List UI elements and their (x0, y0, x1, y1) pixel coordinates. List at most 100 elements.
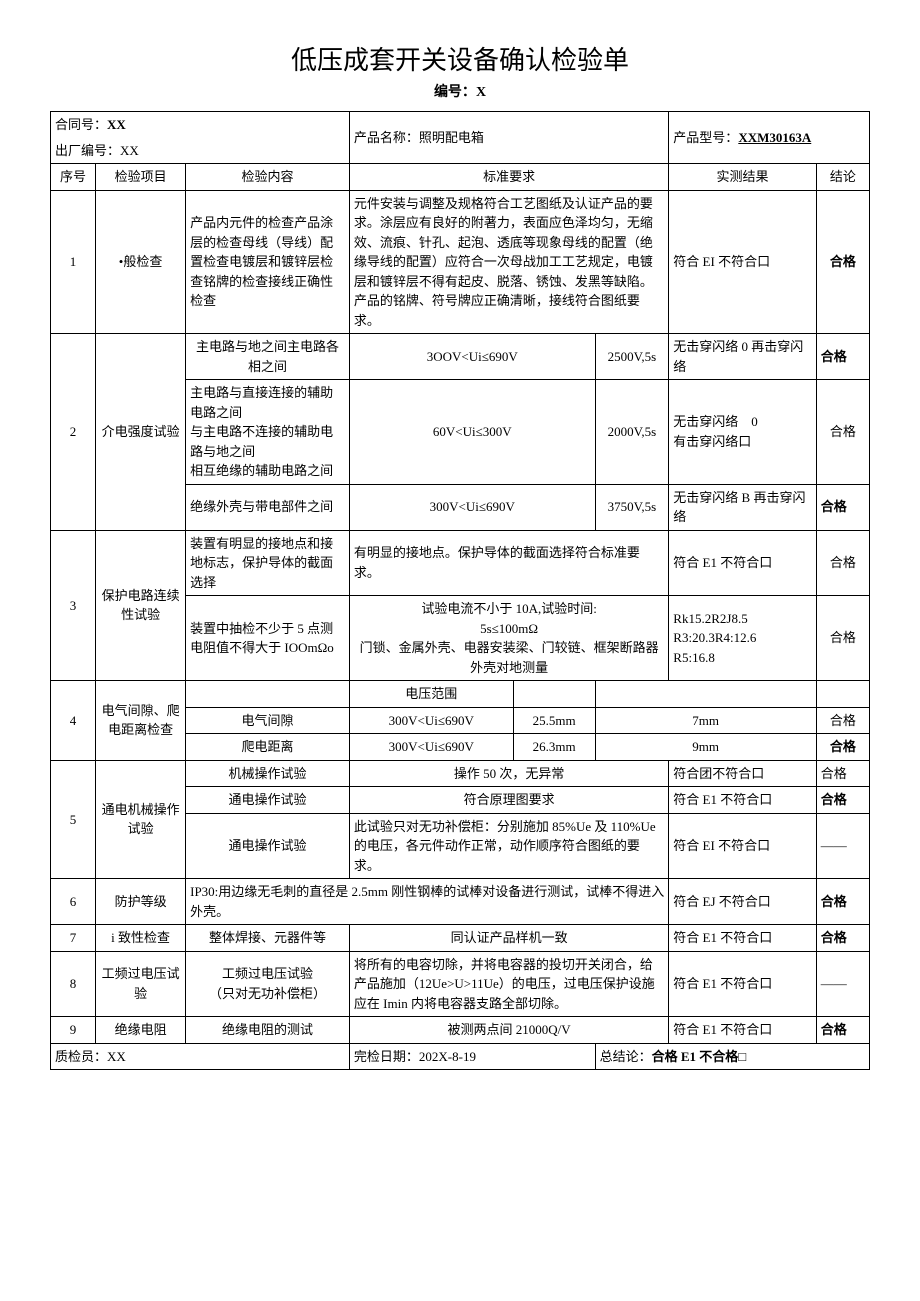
r7-standard: 同认证产品样机一致 (349, 925, 668, 952)
date-label: 完检日期： (354, 1049, 419, 1064)
r4h-v1 (513, 681, 595, 708)
doc-number: 编号：X (50, 81, 870, 101)
r4b-v1: 26.3mm (513, 734, 595, 761)
r9-result: 符合 E1 不符合口 (669, 1017, 816, 1044)
r3a-conclusion: 合格 (816, 530, 869, 596)
r2a-conclusion: 合格 (816, 334, 869, 380)
factory-label: 出厂编号： (55, 143, 120, 158)
r2b-standard: 60V<Ui≤300V (349, 380, 595, 485)
r2a-result: 无击穿闪络 0 再击穿闪络 (669, 334, 816, 380)
r2b-result: 无击穿闪络 0 有击穿闪络口 (669, 380, 816, 485)
col-item: 检验项目 (96, 164, 186, 191)
r5b-standard: 符合原理图要求 (349, 787, 668, 814)
row-2a: 2 介电强度试验 主电路与地之间主电路各相之间 3OOV<Ui≤690V 250… (51, 334, 870, 380)
col-standard: 标准要求 (349, 164, 668, 191)
r2-seq: 2 (51, 334, 96, 531)
r5c-content: 通电操作试验 (186, 813, 350, 879)
r4b-conclusion: 合格 (816, 734, 869, 761)
r8-item: 工频过电压试验 (96, 951, 186, 1017)
r9-seq: 9 (51, 1017, 96, 1044)
r9-content: 绝缘电阻的测试 (186, 1017, 350, 1044)
r9-conclusion: 合格 (816, 1017, 869, 1044)
r1-conclusion: 合格 (816, 190, 869, 334)
r2a-standard: 3OOV<Ui≤690V (349, 334, 595, 380)
r5c-result: 符合 EI 不符合口 (669, 813, 816, 879)
r3b-standard: 试验电流不小于 10A,试验时间: 5s≤100mΩ 门锁、金属外壳、电器安装梁… (349, 596, 668, 681)
docnum-value: X (476, 85, 486, 100)
r1-seq: 1 (51, 190, 96, 334)
col-conclusion: 结论 (816, 164, 869, 191)
product-name-value: 照明配电箱 (419, 130, 484, 145)
row-4head: 4 电气间隙、爬电距离检查 电压范围 (51, 681, 870, 708)
r9-standard: 被测两点间 21000Q/V (349, 1017, 668, 1044)
r2c-result: 无击穿闪络 B 再击穿闪络 (669, 484, 816, 530)
inspector-value: XX (107, 1049, 126, 1064)
r4h-v2 (595, 681, 816, 708)
r5a-standard: 操作 50 次，无异常 (349, 760, 668, 787)
r2b-conclusion: 合格 (816, 380, 869, 485)
r4-seq: 4 (51, 681, 96, 761)
column-header-row: 序号 检验项目 检验内容 标准要求 实测结果 结论 (51, 164, 870, 191)
r7-content: 整体焊接、元器件等 (186, 925, 350, 952)
contract-value: XX (107, 117, 126, 132)
r7-result: 符合 E1 不符合口 (669, 925, 816, 952)
r3a-content: 装置有明显的接地点和接地标志，保护导体的截面选择 (186, 530, 350, 596)
inspection-table: 合同号：XX 产品名称：照明配电箱 产品型号：XXM30163A 出厂编号：XX… (50, 111, 870, 1070)
factory-value: XX (120, 143, 139, 158)
r4h-standard: 电压范围 (349, 681, 513, 708)
r2c-cond: 3750V,5s (595, 484, 669, 530)
r1-result: 符合 EI 不符合口 (669, 190, 816, 334)
r7-conclusion: 合格 (816, 925, 869, 952)
r2a-content: 主电路与地之间主电路各相之间 (186, 334, 350, 380)
r2c-standard: 300V<Ui≤690V (349, 484, 595, 530)
r4h-conclusion (816, 681, 869, 708)
r3-item: 保护电路连续性试验 (96, 530, 186, 681)
header-row-1: 合同号：XX 产品名称：照明配电箱 产品型号：XXM30163A (51, 112, 870, 138)
r8-content: 工频过电压试验 （只对无功补偿柜） (186, 951, 350, 1017)
r5a-conclusion: 合格 (816, 760, 869, 787)
col-result: 实测结果 (669, 164, 816, 191)
r4a-standard: 300V<Ui≤690V (349, 707, 513, 734)
r2c-conclusion: 合格 (816, 484, 869, 530)
row-6: 6 防护等级 IP30:用边缘无毛刺的直径是 2.5mm 刚性钢棒的试棒对设备进… (51, 879, 870, 925)
summary-value: 合格 E1 不合格□ (652, 1049, 747, 1064)
product-model-label: 产品型号： (673, 130, 738, 145)
r4a-conclusion: 合格 (816, 707, 869, 734)
r6-item: 防护等级 (96, 879, 186, 925)
r3a-standard: 有明显的接地点。保护导体的截面选择符合标准要求。 (349, 530, 668, 596)
r4b-standard: 300V<Ui≤690V (349, 734, 513, 761)
row-3a: 3 保护电路连续性试验 装置有明显的接地点和接地标志，保护导体的截面选择 有明显… (51, 530, 870, 596)
r4h-content (186, 681, 350, 708)
inspector-label: 质检员： (55, 1049, 107, 1064)
r4a-v1: 25.5mm (513, 707, 595, 734)
contract-label: 合同号： (55, 117, 107, 132)
r1-standard: 元件安装与调整及规格符合工艺图纸及认证产品的要求。涂层应有良好的附著力，表面应色… (349, 190, 668, 334)
date-value: 202X-8-19 (419, 1049, 476, 1064)
r6-result: 符合 EJ 不符合口 (669, 879, 816, 925)
r3b-conclusion: 合格 (816, 596, 869, 681)
r2b-cond: 2000V,5s (595, 380, 669, 485)
row-5a: 5 通电机械操作试验 机械操作试验 操作 50 次，无异常 符合团不符合口 合格 (51, 760, 870, 787)
r3-seq: 3 (51, 530, 96, 681)
row-1: 1 •般检查 产品内元件的检查产品涂层的检查母线（导线）配置检查电镀层和镀锌层检… (51, 190, 870, 334)
r7-item: i 致性检查 (96, 925, 186, 952)
r5c-standard: 此试验只对无功补偿柜：分别施加 85%Ue 及 110%Ue 的电压，各元件动作… (349, 813, 668, 879)
product-name-label: 产品名称： (354, 130, 419, 145)
r4b-v2: 9mm (595, 734, 816, 761)
row-9: 9 绝缘电阻 绝缘电阻的测试 被测两点间 21000Q/V 符合 E1 不符合口… (51, 1017, 870, 1044)
r2a-cond: 2500V,5s (595, 334, 669, 380)
r8-result: 符合 E1 不符合口 (669, 951, 816, 1017)
r2b-content: 主电路与直接连接的辅助电路之间 与主电路不连接的辅助电路与地之间 相互绝缘的辅助… (186, 380, 350, 485)
r7-seq: 7 (51, 925, 96, 952)
summary-label: 总结论： (600, 1049, 652, 1064)
r8-standard: 将所有的电容切除，并将电容器的投切开关闭合，给产品施加（12Ue>U>11Ue）… (349, 951, 668, 1017)
r4a-content: 电气间隙 (186, 707, 350, 734)
row-7: 7 i 致性检查 整体焊接、元器件等 同认证产品样机一致 符合 E1 不符合口 … (51, 925, 870, 952)
r6-seq: 6 (51, 879, 96, 925)
r6-conclusion: 合格 (816, 879, 869, 925)
r3a-result: 符合 E1 不符合口 (669, 530, 816, 596)
r6-content: IP30:用边缘无毛刺的直径是 2.5mm 刚性钢棒的试棒对设备进行测试，试棒不… (186, 879, 669, 925)
r5-seq: 5 (51, 760, 96, 879)
col-seq: 序号 (51, 164, 96, 191)
r5b-content: 通电操作试验 (186, 787, 350, 814)
